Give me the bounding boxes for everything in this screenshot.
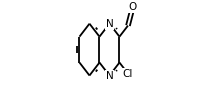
- Text: O: O: [128, 2, 137, 12]
- Text: N: N: [106, 19, 113, 29]
- Text: N: N: [106, 70, 113, 80]
- Text: Cl: Cl: [123, 69, 133, 79]
